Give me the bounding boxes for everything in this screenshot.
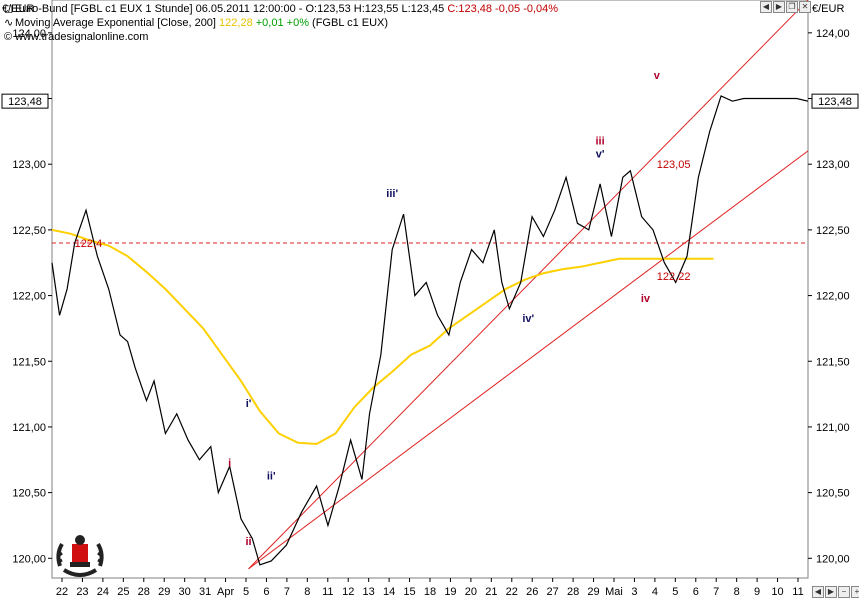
y-tick-label-right: 120,50 (816, 488, 850, 500)
scroll-controls: ◀ ▶ − + (812, 586, 859, 598)
header-symbol-text: Euro-Bund [FGBL c1 EUX 1 Stunde] 06.05.2… (15, 3, 448, 15)
x-tick-label: 19 (444, 586, 456, 598)
arrow-left-icon[interactable]: ◀ (760, 1, 772, 13)
y-tick-label-left: 123,00 (12, 159, 46, 171)
x-tick-label: Apr (217, 586, 234, 598)
level-annotation: 123,05 (657, 159, 691, 171)
wave-label: i' (246, 398, 252, 410)
unit-label-right: €/EUR (812, 3, 845, 15)
x-tick-label: 28 (138, 586, 150, 598)
wave-label: iii (596, 136, 605, 148)
zoom-in-icon[interactable]: + (851, 586, 859, 598)
last-price-label-left: 123,48 (8, 96, 42, 108)
wave-label: v (654, 70, 661, 82)
y-tick-label-right: 121,50 (816, 356, 850, 368)
header-ema-source: (FGBL c1 EUX) (308, 17, 389, 29)
x-tick-label: 11 (792, 586, 803, 598)
x-tick-label: 4 (652, 586, 658, 598)
x-tick-label: 5 (243, 586, 249, 598)
x-tick-label: 7 (284, 586, 290, 598)
x-tick-label: 8 (734, 586, 740, 598)
wave-label: i (228, 457, 231, 469)
level-annotation: 122,4 (75, 238, 103, 250)
close-icon[interactable]: ✕ (799, 1, 811, 13)
y-tick-label-right: 124,00 (816, 28, 850, 40)
chart-header-price: ◻ Euro-Bund [FGBL c1 EUX 1 Stunde] 06.05.… (4, 2, 558, 15)
x-tick-label: 21 (485, 586, 497, 598)
trendline (248, 150, 809, 570)
x-tick-label: 6 (693, 586, 699, 598)
wave-label: ii' (267, 470, 276, 482)
x-tick-label: 30 (179, 586, 191, 598)
restore-icon[interactable]: ❐ (786, 1, 798, 13)
x-tick-label: 24 (97, 586, 109, 598)
unit-label-left: €/EUR (2, 3, 35, 15)
price-line (51, 95, 809, 566)
wave-label: iv (641, 293, 651, 305)
x-tick-label: 25 (117, 586, 129, 598)
x-tick-label: Mai (605, 586, 623, 598)
y-tick-label-right: 121,00 (816, 422, 850, 434)
y-tick-label-left: 120,00 (12, 553, 46, 565)
scroll-left-icon[interactable]: ◀ (812, 586, 824, 598)
x-tick-label: 28 (567, 586, 579, 598)
y-tick-label-right: 120,00 (816, 553, 850, 565)
x-tick-label: 10 (771, 586, 783, 598)
x-tick-label: 15 (403, 586, 415, 598)
candle-icon: ◻ (4, 3, 14, 15)
trendline (248, 0, 809, 570)
level-annotation: 122,22 (657, 271, 691, 283)
x-tick-label: 12 (342, 586, 354, 598)
arrow-right-icon[interactable]: ▶ (773, 1, 785, 13)
x-tick-label: 3 (631, 586, 637, 598)
last-price-label-right: 123,48 (818, 96, 852, 108)
last-price-box-left (1, 93, 49, 109)
x-tick-label: 29 (158, 586, 170, 598)
bull-bear-logo (56, 535, 104, 577)
x-tick-label: 22 (56, 586, 68, 598)
wave-label: ii (245, 536, 251, 548)
x-tick-label: 27 (547, 586, 559, 598)
x-tick-label: 31 (199, 586, 211, 598)
y-tick-label-left: 122,50 (12, 225, 46, 237)
x-tick-label: 5 (672, 586, 678, 598)
last-price-box-right (811, 93, 859, 109)
header-ema-value: 122,28 (219, 17, 253, 29)
y-tick-label-left: 121,00 (12, 422, 46, 434)
wave-label: iv' (522, 313, 534, 325)
x-tick-label: 8 (304, 586, 310, 598)
x-tick-label: 7 (713, 586, 719, 598)
x-tick-label: 18 (424, 586, 436, 598)
x-tick-label: 22 (506, 586, 518, 598)
y-tick-label-left: 120,50 (12, 488, 46, 500)
y-tick-label-left: 122,00 (12, 291, 46, 303)
header-ema-name: Moving Average Exponential [Close, 200] (15, 17, 220, 29)
y-tick-label-right: 122,00 (816, 291, 850, 303)
y-tick-label-left: 124,00 (12, 28, 46, 40)
x-tick-label: 29 (587, 586, 599, 598)
y-tick-label-left: 121,50 (12, 356, 46, 368)
line-icon: ∿ (4, 17, 14, 29)
header-ema-change: +0,01 +0% (252, 17, 309, 29)
y-tick-label-right: 123,00 (816, 159, 850, 171)
x-tick-label: 26 (526, 586, 538, 598)
x-tick-label: 14 (383, 586, 395, 598)
wave-label: v' (596, 149, 605, 161)
x-tick-label: 23 (76, 586, 88, 598)
x-tick-label: 11 (322, 586, 333, 598)
wave-label: iii' (386, 188, 398, 200)
x-tick-label: 9 (754, 586, 760, 598)
zoom-out-icon[interactable]: − (838, 586, 850, 598)
chart-header-ema: ∿ Moving Average Exponential [Close, 200]… (4, 16, 388, 29)
x-tick-label: 20 (465, 586, 477, 598)
header-close-text: C:123,48 -0,05 -0,04% (447, 3, 559, 15)
y-tick-label-right: 122,50 (816, 225, 850, 237)
chart-copyright: © www.tradesignalonline.com (4, 31, 149, 43)
window-controls: ◀ ▶ ❐ ✕ (760, 1, 811, 13)
x-tick-label: 6 (263, 586, 269, 598)
scroll-right-icon[interactable]: ▶ (825, 586, 837, 598)
x-tick-label: 13 (363, 586, 375, 598)
ema-line (51, 228, 714, 446)
